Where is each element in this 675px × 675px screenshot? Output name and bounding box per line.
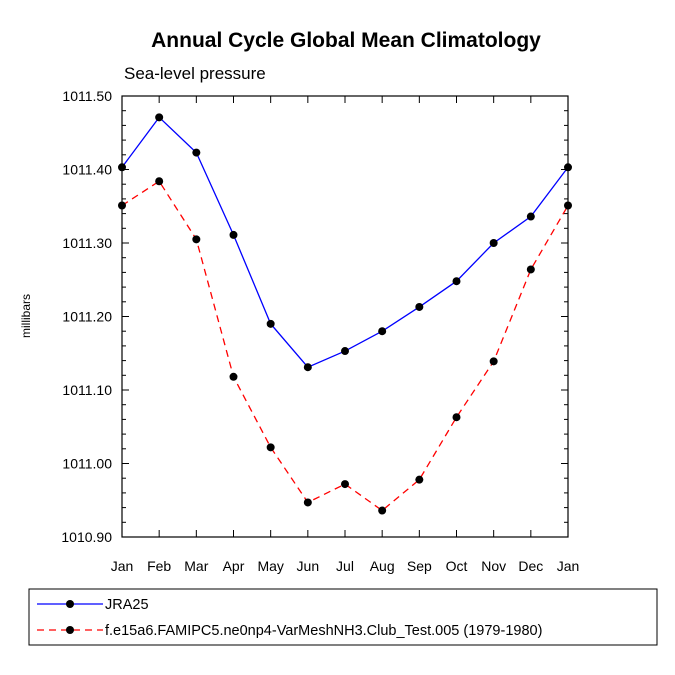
- series-layer: [118, 113, 572, 515]
- series-0-point: [564, 163, 572, 172]
- series-0-point: [341, 347, 349, 356]
- legend-box: [28, 588, 658, 646]
- x-tick-label: Mar: [184, 558, 208, 574]
- y-tick-label: 1011.20: [62, 309, 112, 325]
- legend-marker-model: [66, 626, 74, 634]
- x-tick-label: May: [257, 558, 283, 574]
- x-tick-label: Jun: [297, 558, 320, 574]
- series-1-point: [192, 235, 201, 244]
- legend-entry-model: f.e15a6.FAMIPC5.ne0np4-VarMeshNH3.Club_T…: [37, 623, 542, 639]
- x-tick-label: Nov: [481, 558, 506, 574]
- series-1-point: [266, 443, 275, 452]
- x-tick-label: Dec: [518, 558, 543, 574]
- y-tick-label: 1010.90: [61, 529, 112, 545]
- series-0-point: [229, 230, 238, 239]
- axis-ticks: 1010.90 1011.00 1011.10 1011.20 1011.30 1011.…: [61, 88, 579, 574]
- series-1-point: [489, 357, 498, 366]
- series-0-point: [266, 319, 275, 328]
- series-0-point: [118, 163, 126, 172]
- series-1-point: [118, 201, 126, 210]
- series-1-point: [303, 498, 312, 507]
- x-tick-label: Aug: [370, 558, 395, 574]
- series-0-point: [378, 327, 387, 336]
- series-0-point: [489, 239, 498, 247]
- series-0-point: [452, 277, 461, 286]
- y-tick-label: 1011.50: [62, 88, 112, 104]
- series-1-point: [341, 480, 349, 489]
- y-tick-label: 1011.30: [62, 235, 112, 251]
- x-tick-label: Feb: [147, 558, 171, 574]
- legend-marker-jra25: [66, 600, 74, 608]
- series-0-point: [415, 302, 424, 311]
- y-tick-label: 1011.10: [62, 382, 112, 398]
- chart-title: Annual Cycle Global Mean Climatology: [151, 29, 541, 52]
- legend-entry-jra25: JRA25: [37, 597, 149, 613]
- series-0-point: [155, 113, 164, 122]
- series-1-point: [564, 201, 572, 210]
- series-0-point: [192, 148, 201, 157]
- y-tick-label: 1011.40: [62, 162, 112, 178]
- x-tick-label: Sep: [407, 558, 432, 574]
- series-line-0: [121, 116, 569, 369]
- series-1-point: [229, 372, 238, 381]
- x-tick-label: Jan: [111, 558, 134, 574]
- x-tick-label: Apr: [223, 558, 245, 574]
- legend-label-jra25: JRA25: [105, 597, 149, 613]
- series-1-point: [155, 177, 164, 186]
- chart-subtitle: Sea-level pressure: [124, 64, 266, 83]
- y-axis-label: millibars: [19, 294, 33, 338]
- series-1-point: [452, 413, 461, 422]
- x-tick-label: Jul: [336, 558, 354, 574]
- legend-label-model: f.e15a6.FAMIPC5.ne0np4-VarMeshNH3.Club_T…: [105, 623, 542, 639]
- series-1-point: [526, 265, 535, 274]
- series-0-point: [303, 363, 312, 372]
- plot-frame: [121, 95, 569, 538]
- series-1-point: [378, 506, 387, 515]
- x-tick-label: Oct: [446, 558, 468, 574]
- series-0-point: [526, 212, 535, 221]
- series-line-1: [121, 180, 569, 512]
- x-tick-label: Jan: [557, 558, 580, 574]
- y-tick-label: 1011.00: [62, 456, 112, 472]
- series-1-point: [415, 475, 424, 484]
